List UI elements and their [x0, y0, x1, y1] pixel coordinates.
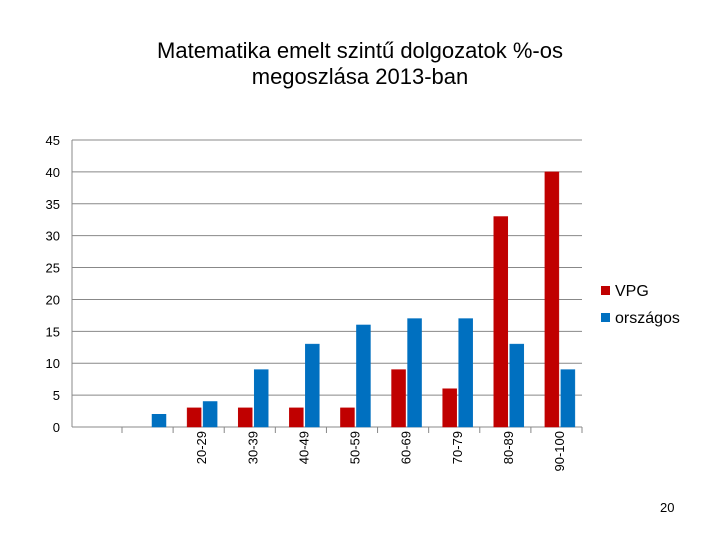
legend-swatch	[601, 313, 610, 322]
y-tick-label: 30	[46, 229, 60, 244]
y-tick-label: 20	[46, 292, 60, 307]
y-tick-label: 0	[53, 420, 60, 435]
bar-vpg	[391, 369, 406, 428]
bar-vpg	[237, 407, 253, 428]
bar-orszagos	[458, 318, 473, 428]
bar-vpg	[186, 407, 202, 428]
legend-swatch	[601, 286, 610, 295]
x-tick-label: 30-39	[245, 431, 260, 464]
bar-orszagos	[151, 413, 167, 428]
bar-orszagos	[407, 318, 422, 428]
legend-label: VPG	[615, 283, 649, 300]
chart-title: Matematika emelt szintű dolgozatok %-os …	[60, 38, 660, 90]
bar-vpg	[493, 216, 509, 428]
slide-number: 20	[660, 500, 675, 515]
bar-orszagos	[356, 324, 371, 428]
y-tick-label: 40	[46, 165, 60, 180]
bar-vpg	[544, 171, 560, 428]
legend: VPG országos	[601, 283, 680, 327]
x-tick-label: 60-69	[399, 431, 414, 464]
bar-orszagos	[509, 343, 525, 428]
bar-vpg	[340, 407, 355, 428]
tick-labels: 0 5 10 15 20 25 30 35 40 45 20-29 30-39 40-49 50-59 60…	[46, 133, 567, 471]
bar-vpg	[442, 388, 457, 428]
x-tick-label: 90-100	[552, 431, 567, 471]
bar-vpg	[289, 407, 304, 428]
y-tick-label: 5	[53, 388, 60, 403]
legend-label: országos	[615, 310, 680, 327]
x-tick-label: 20-29	[194, 431, 209, 464]
chart-title-line-2: megoszlása 2013-ban	[251, 64, 469, 89]
bar-orszagos	[253, 369, 269, 428]
y-tick-label: 10	[46, 356, 60, 371]
y-tick-label: 35	[46, 197, 60, 212]
x-tick-label: 40-49	[296, 431, 311, 464]
y-tick-label: 45	[46, 133, 60, 148]
y-tick-label: 15	[46, 324, 60, 339]
x-tick-label: 70-79	[450, 431, 465, 464]
bar-orszagos	[305, 343, 320, 428]
bar-orszagos	[202, 401, 218, 428]
chart-title-line-1: Matematika emelt szintű dolgozatok %-os	[157, 38, 563, 63]
bars	[151, 171, 576, 428]
x-tick-label: 50-59	[348, 431, 363, 464]
y-tick-label: 25	[46, 261, 60, 276]
bar-orszagos	[560, 369, 576, 428]
x-tick-label: 80-89	[501, 431, 516, 464]
